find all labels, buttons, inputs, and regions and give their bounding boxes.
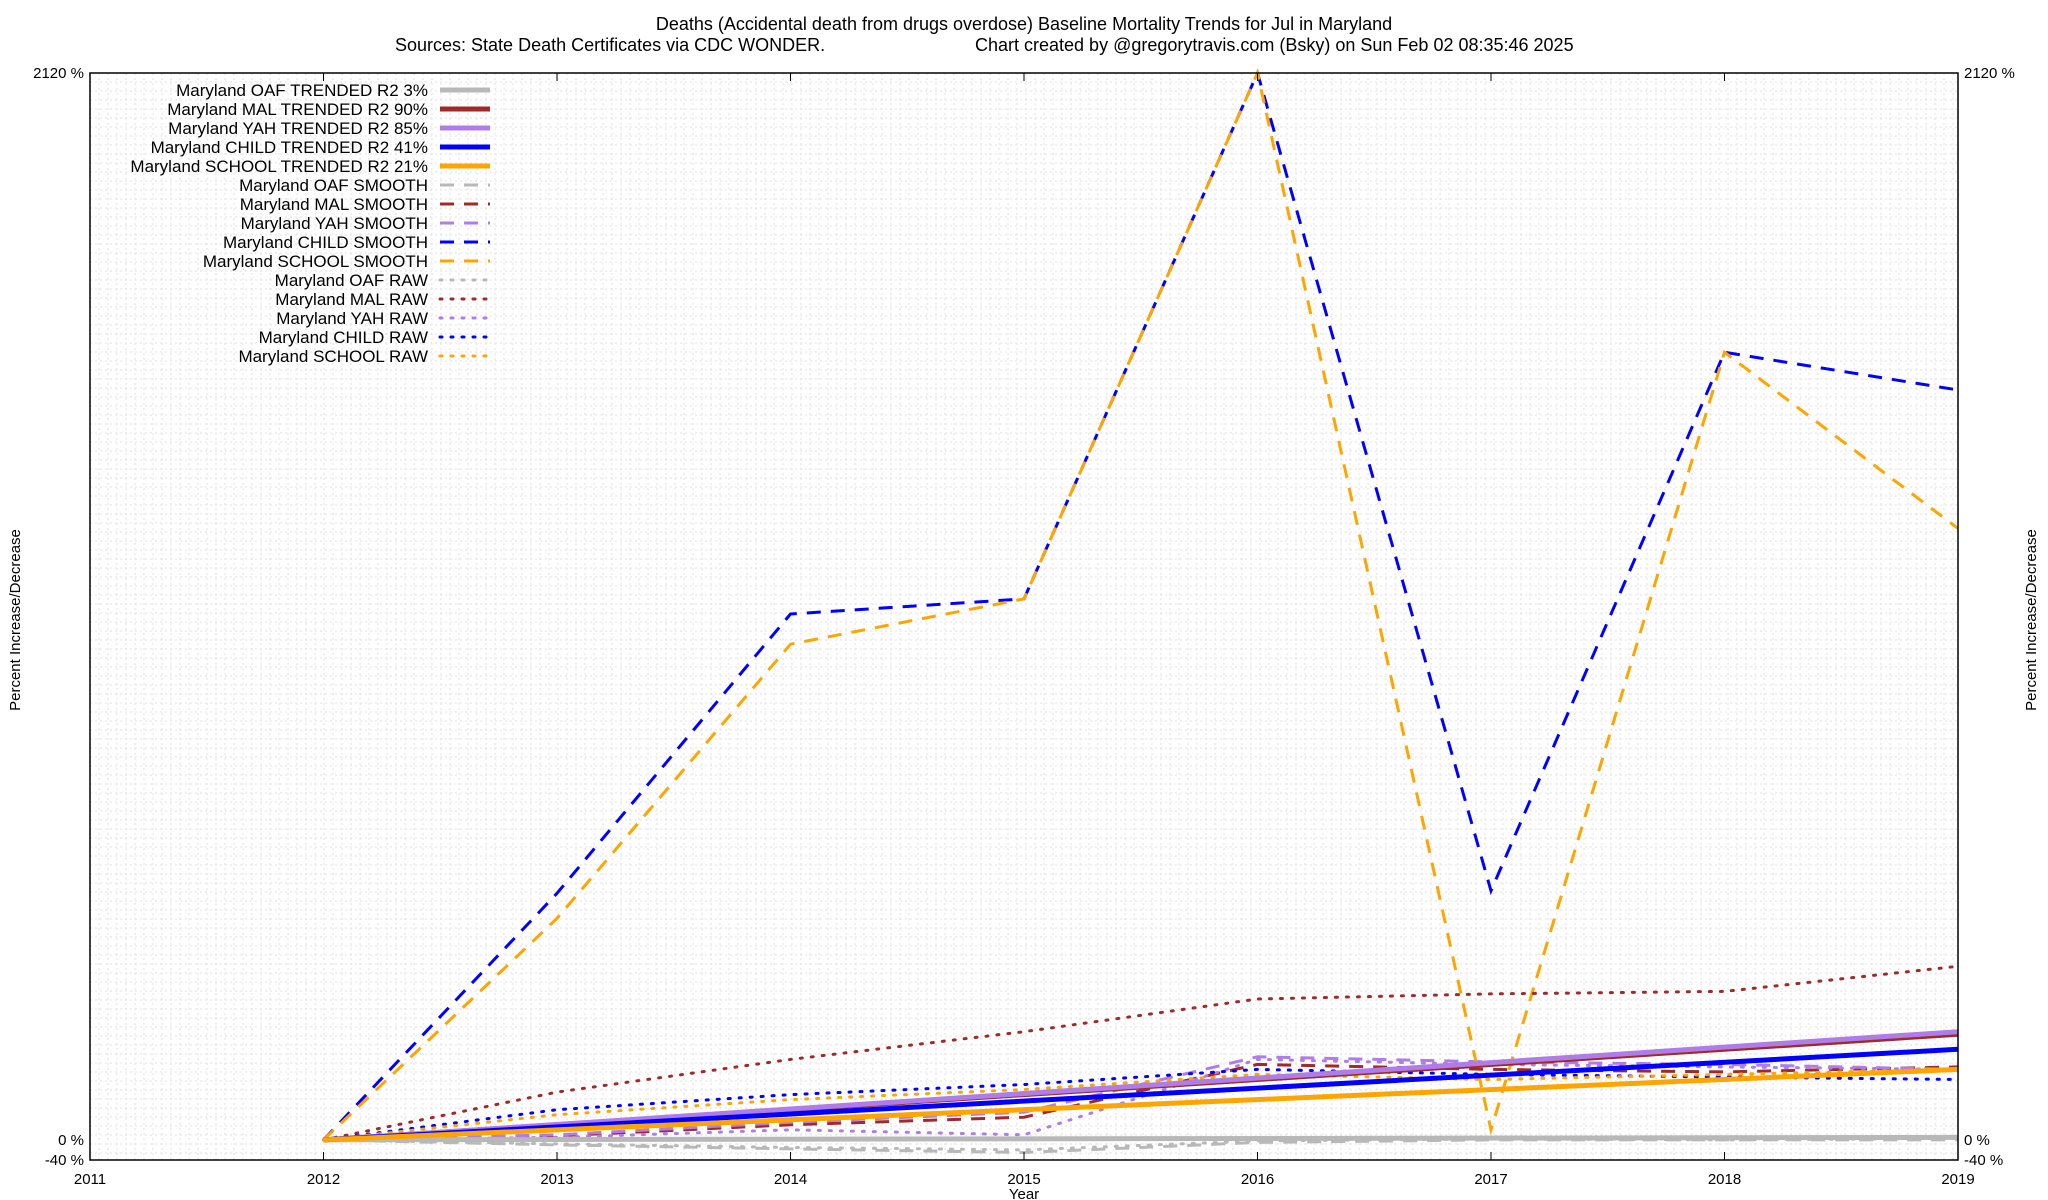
legend-label: Maryland YAH TRENDED R2 85% xyxy=(168,119,428,138)
series-line xyxy=(322,68,1959,1141)
x-tick-label: 2019 xyxy=(1941,1171,1974,1188)
legend-label: Maryland CHILD SMOOTH xyxy=(223,233,428,252)
x-tick-label: 2011 xyxy=(74,1171,106,1188)
y-axis-label-left: Percent Increase/Decrease xyxy=(7,529,24,711)
legend-label: Maryland CHILD TRENDED R2 41% xyxy=(151,138,428,157)
legend-label: Maryland MAL TRENDED R2 90% xyxy=(167,100,428,119)
series-line xyxy=(323,1134,1959,1143)
legend-label: Maryland CHILD RAW xyxy=(259,328,428,347)
legend: Maryland OAF TRENDED R2 3%Maryland MAL T… xyxy=(130,81,492,366)
legend-label: Maryland MAL RAW xyxy=(275,290,428,309)
y-axis-label-right: Percent Increase/Decrease xyxy=(2023,529,2040,711)
chart-credit: Chart created by @gregorytravis.com (Bsk… xyxy=(975,35,1574,55)
series-line xyxy=(322,964,1960,1142)
legend-label: Maryland SCHOOL RAW xyxy=(238,347,428,366)
series-line xyxy=(323,1029,1959,1143)
legend-label: Maryland SCHOOL TRENDED R2 21% xyxy=(130,157,428,176)
series-layer xyxy=(322,68,1960,1155)
legend-label: Maryland YAH RAW xyxy=(276,309,428,328)
chart-title: Deaths (Accidental death from drugs over… xyxy=(656,14,1392,34)
x-tick-label: 2015 xyxy=(1007,1171,1040,1188)
chart-subtitle: Sources: State Death Certificates via CD… xyxy=(395,35,825,55)
x-tick-label: 2012 xyxy=(307,1171,340,1188)
legend-label: Maryland YAH SMOOTH xyxy=(241,214,428,233)
y-tick-label: 2120 % xyxy=(33,65,84,82)
x-tick-label: 2013 xyxy=(540,1171,573,1188)
legend-label: Maryland OAF TRENDED R2 3% xyxy=(176,81,428,100)
legend-label: Maryland SCHOOL SMOOTH xyxy=(203,252,428,271)
x-tick-label: 2014 xyxy=(774,1171,807,1188)
series-line xyxy=(322,1067,1960,1142)
y-tick-label: 2120 % xyxy=(1964,65,2015,82)
legend-label: Maryland OAF SMOOTH xyxy=(239,176,428,195)
legend-label: Maryland OAF RAW xyxy=(275,271,428,290)
y-tick-label: 0 % xyxy=(1964,1132,1990,1149)
series-line xyxy=(322,1136,1960,1152)
series-line xyxy=(322,68,1959,1141)
series-line xyxy=(323,1138,1958,1155)
series-line xyxy=(323,1046,1959,1143)
series-line xyxy=(323,1066,1959,1143)
y-tick-label: 0 % xyxy=(58,1132,84,1149)
x-tick-label: 2018 xyxy=(1708,1171,1741,1188)
x-axis-label: Year xyxy=(1009,1186,1039,1200)
x-tick-label: 2017 xyxy=(1474,1171,1507,1188)
x-tick-label: 2016 xyxy=(1241,1171,1274,1188)
y-tick-label: -40 % xyxy=(1964,1152,2003,1169)
y-tick-label: -40 % xyxy=(45,1152,84,1169)
legend-label: Maryland MAL SMOOTH xyxy=(240,195,428,214)
axes: 2011 2012 2013 2014 2015 2016 2017 2018 2019 2120… xyxy=(33,65,2015,1188)
